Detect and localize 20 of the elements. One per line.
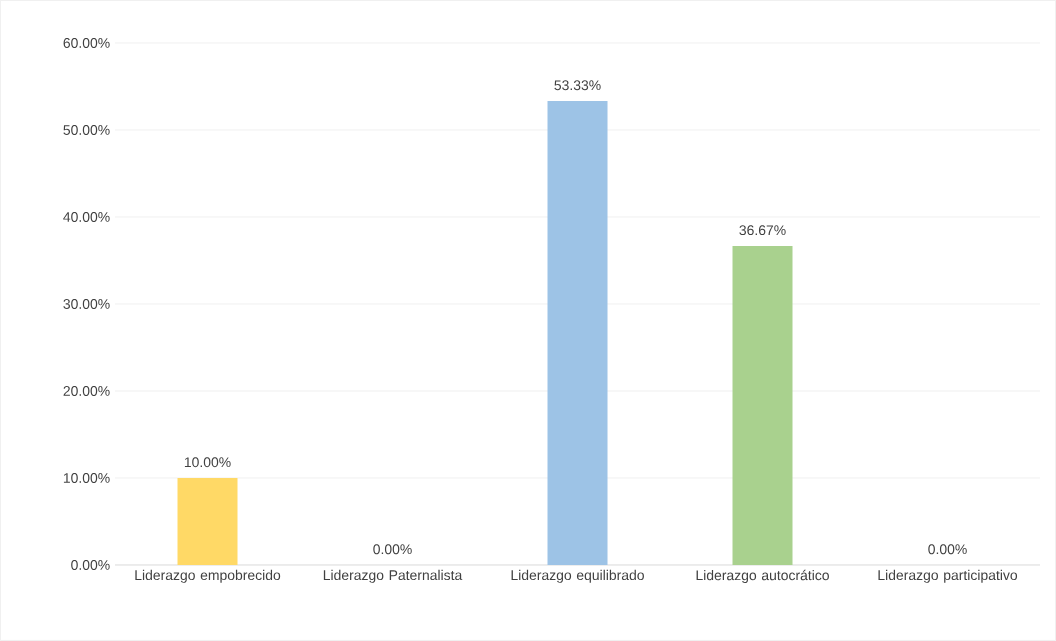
data-label: 0.00% — [373, 544, 412, 555]
y-tick-label: 60.00% — [63, 38, 110, 48]
x-tick-label: Liderazgo Paternalista — [323, 569, 463, 583]
y-tick-label: 40.00% — [63, 212, 110, 222]
bar — [547, 101, 608, 565]
bar — [177, 477, 238, 565]
data-label: 53.33% — [554, 80, 601, 91]
y-tick-label: 50.00% — [63, 125, 110, 135]
y-tick-label: 20.00% — [63, 386, 110, 396]
y-tick-label: 0.00% — [71, 560, 110, 570]
x-tick-label: Liderazgo autocrático — [696, 569, 829, 583]
y-tick-label: 30.00% — [63, 299, 110, 309]
bar — [732, 245, 793, 565]
y-tick-label: 10.00% — [63, 473, 110, 483]
data-label: 10.00% — [184, 457, 231, 468]
x-tick-label: Liderazgo participativo — [878, 569, 1018, 583]
x-tick-label: Liderazgo empobrecido — [135, 569, 281, 583]
data-label: 36.67% — [739, 225, 786, 236]
data-label: 0.00% — [928, 544, 967, 555]
x-tick-label: Liderazgo equilibrado — [511, 569, 644, 583]
